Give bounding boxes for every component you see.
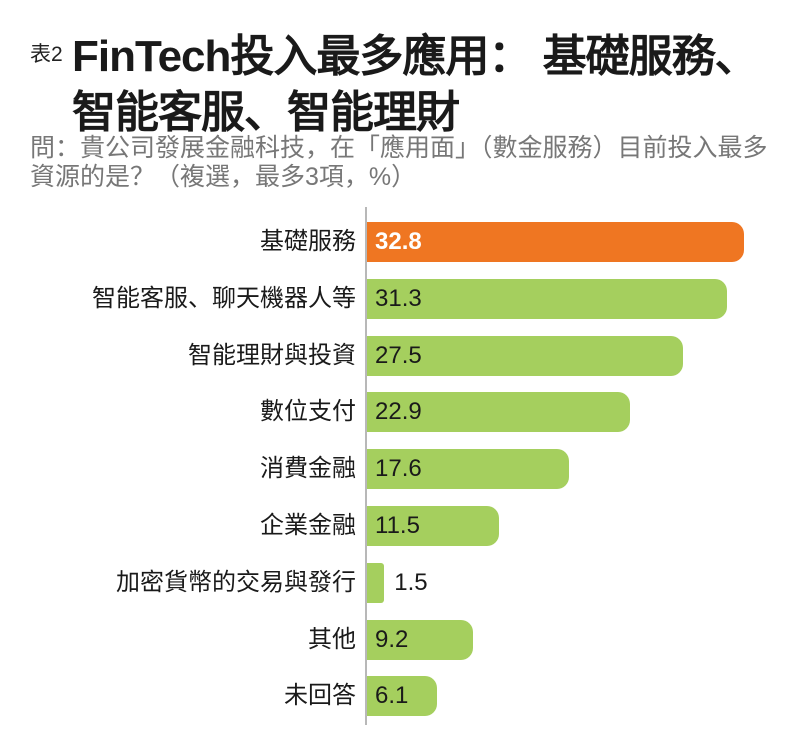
bar-row: 消費金融 17.6: [0, 449, 792, 490]
bar: [367, 278, 727, 319]
category-label: 基礎服務: [260, 228, 356, 255]
chart-subtitle: 問：貴公司發展金融科技，在「應用面」（數金服務）目前投入最多資源的是？（複選，最…: [30, 134, 768, 191]
bar: [367, 619, 473, 660]
bar: [367, 506, 500, 546]
value-label: 11.5: [375, 512, 420, 539]
bar-row: 智能理財與投資 27.5: [0, 335, 792, 376]
bar: [367, 676, 438, 717]
category-label: 未回答: [284, 682, 356, 710]
value-label: 22.9: [375, 398, 422, 426]
bar-row: 加密貨幣的交易與發行 1.5: [0, 562, 792, 603]
value-label: 27.5: [375, 341, 422, 369]
chart-title-line-2: 智能客服、智能理財: [72, 88, 460, 137]
bar: [367, 392, 631, 433]
value-label: 32.8: [375, 228, 422, 255]
category-label: 消費金融: [260, 455, 356, 483]
category-label: 加密貨幣的交易與發行: [116, 568, 356, 596]
bar-row: 數位支付 22.9: [0, 392, 792, 433]
chart-title-line-1: FinTech投入最多應用： 基礎服務、: [72, 32, 759, 81]
category-label: 其他: [308, 625, 356, 653]
bar-row: 其他 9.2: [0, 619, 792, 660]
bar: [367, 222, 745, 262]
bar-row: 未回答 6.1: [0, 676, 792, 717]
table-number: 表2: [30, 43, 63, 66]
category-label: 數位支付: [260, 398, 356, 426]
category-label: 智能理財與投資: [188, 341, 356, 369]
bar-row: 基礎服務 32.8: [0, 222, 792, 262]
value-label: 6.1: [375, 682, 409, 710]
y-axis-line: [365, 207, 367, 725]
category-label: 企業金融: [260, 512, 356, 539]
value-label: 17.6: [375, 455, 422, 483]
bar: [367, 562, 385, 603]
value-label: 9.2: [375, 625, 409, 653]
bar-row: 企業金融 11.5: [0, 506, 792, 546]
bar-row: 智能客服、聊天機器人等 31.3: [0, 278, 792, 319]
bar: [367, 335, 684, 376]
value-label: 31.3: [375, 284, 422, 312]
category-label: 智能客服、聊天機器人等: [92, 284, 356, 312]
value-label: 1.5: [394, 568, 428, 596]
bar: [367, 449, 570, 490]
